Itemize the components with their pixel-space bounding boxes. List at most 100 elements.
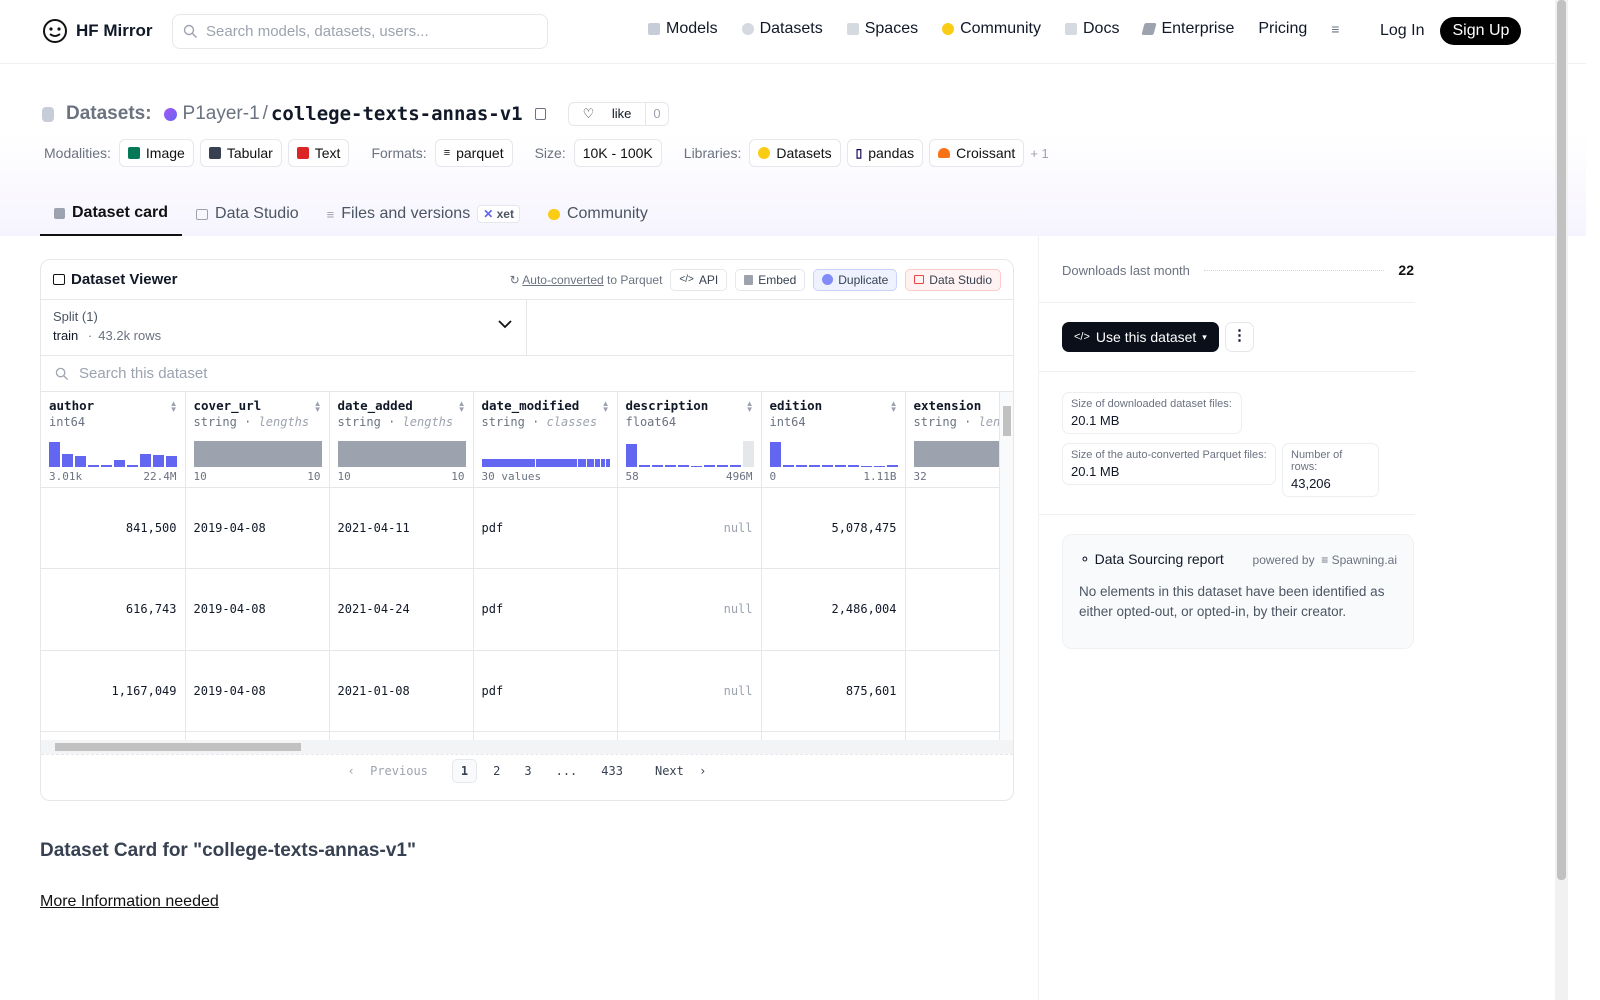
tag-text[interactable]: Text <box>287 139 350 167</box>
duplicate-button[interactable]: Duplicate <box>813 268 898 291</box>
previous-page-button[interactable]: ‹ Previous <box>340 760 444 782</box>
column-histogram[interactable] <box>769 441 898 467</box>
split-select[interactable]: Split (1) train · 43.2k rows <box>41 300 527 355</box>
histogram-bar[interactable] <box>337 440 466 467</box>
column-header-cover-url[interactable]: cover_url string · lengths ▲ ▼ 10 10 <box>185 392 330 488</box>
histogram-bar[interactable] <box>808 465 820 467</box>
histogram-bar[interactable] <box>75 456 86 467</box>
use-dataset-button[interactable]: </> Use this dataset ▾ <box>1062 322 1219 352</box>
histogram-bar[interactable] <box>677 465 689 467</box>
next-page-button[interactable]: Next › <box>639 760 714 782</box>
sort-icon[interactable]: ▲ ▼ <box>169 399 178 414</box>
table-cell[interactable]: 2019-04-08 <box>185 487 330 569</box>
class-bar[interactable] <box>586 458 594 467</box>
tag-lib-croissant[interactable]: Croissant <box>929 139 1025 167</box>
table-row[interactable]: 616,743 2019-04-08 2021-04-24 pdf null 2,486,… <box>41 568 1013 651</box>
histogram-bar[interactable] <box>166 456 177 467</box>
auto-converted-link[interactable]: Auto-converted <box>522 272 604 287</box>
histogram-bar[interactable] <box>193 440 322 467</box>
tab-data-studio[interactable]: Data Studio <box>182 192 313 236</box>
table-cell[interactable]: pdf <box>473 650 618 732</box>
histogram-bar[interactable] <box>847 465 859 467</box>
tab-dataset-card[interactable]: Dataset card <box>40 192 183 236</box>
histogram-bar[interactable] <box>651 465 663 467</box>
class-bar[interactable] <box>577 458 586 467</box>
histogram-bar[interactable] <box>703 465 715 467</box>
signup-button[interactable]: Sign Up <box>1440 17 1522 45</box>
table-cell[interactable]: 841,500 <box>41 487 186 569</box>
histogram-bar[interactable] <box>49 441 60 467</box>
histogram-bar[interactable] <box>834 465 846 467</box>
dataset-search-input[interactable] <box>79 365 479 382</box>
histogram-bar[interactable] <box>690 465 702 467</box>
table-cell[interactable]: pdf <box>473 568 618 651</box>
table-cell[interactable]: 2021-04-11 <box>329 487 474 569</box>
page-scrollbar[interactable] <box>1555 0 1568 1000</box>
column-header-edition[interactable]: edition int64 ▲ ▼ 0 1.11B <box>761 392 906 488</box>
table-row[interactable]: 1,167,049 2019-04-08 2021-01-08 pdf null 875,… <box>41 650 1013 732</box>
histogram-bar[interactable] <box>873 465 885 467</box>
histogram-bar[interactable] <box>625 444 637 467</box>
horizontal-scrollbar[interactable] <box>41 740 1013 754</box>
table-cell[interactable]: 2,486,004 <box>761 568 906 651</box>
table-cell[interactable]: 2021-04-24 <box>329 568 474 651</box>
global-search-input[interactable] <box>206 23 526 40</box>
embed-button[interactable]: Embed <box>735 268 806 291</box>
nav-docs[interactable]: Docs <box>1065 20 1119 38</box>
table-cell[interactable]: 875,601 <box>761 650 906 732</box>
column-header-author[interactable]: author int64 ▲ ▼ 3.01k 22.4M <box>41 392 186 488</box>
column-header-date-added[interactable]: date_added string · lengths ▲ ▼ 10 10 <box>329 392 474 488</box>
table-cell[interactable]: null <box>617 650 762 732</box>
nav-community[interactable]: Community <box>942 20 1041 38</box>
histogram-bar[interactable] <box>664 465 676 467</box>
table-cell[interactable]: null <box>617 487 762 569</box>
libraries-more[interactable]: + 1 <box>1030 145 1049 161</box>
column-header-date-modified[interactable]: date_modified string · classes ▲ ▼ 30 values <box>473 392 618 488</box>
histogram-bar[interactable] <box>62 453 73 467</box>
histogram-bar[interactable] <box>101 465 112 467</box>
page-scroll-thumb[interactable] <box>1557 0 1566 880</box>
tag-lib-datasets[interactable]: Datasets <box>749 139 841 167</box>
page-2[interactable]: 2 <box>493 764 501 778</box>
histogram-bar[interactable] <box>729 465 741 467</box>
global-search[interactable] <box>172 14 548 49</box>
column-histogram[interactable] <box>193 440 322 467</box>
tag-size[interactable]: 10K - 100K <box>573 139 662 167</box>
tag-tabular[interactable]: Tabular <box>199 139 282 167</box>
repo-owner[interactable]: P1ayer-1 <box>182 103 260 124</box>
histogram-bar[interactable] <box>716 465 728 467</box>
scroll-thumb[interactable] <box>55 743 301 751</box>
class-bar[interactable] <box>481 458 536 467</box>
class-bar[interactable] <box>594 458 601 467</box>
histogram-bar[interactable] <box>140 453 151 467</box>
class-bar[interactable] <box>601 458 606 467</box>
table-cell[interactable]: 2021-01-08 <box>329 650 474 732</box>
tag-parquet[interactable]: ≡ parquet <box>434 139 513 167</box>
histogram-bar[interactable] <box>638 465 650 467</box>
more-options-button[interactable]: ⋮ <box>1225 322 1254 352</box>
nav-pricing[interactable]: Pricing <box>1258 20 1307 38</box>
histogram-bar[interactable] <box>114 460 125 467</box>
column-histogram[interactable] <box>625 440 754 467</box>
histogram-bar[interactable] <box>821 465 833 467</box>
histogram-bar[interactable] <box>782 465 794 467</box>
tab-files[interactable]: ≡ Files and versions ✕ xet <box>313 192 534 236</box>
column-header-description[interactable]: description float64 ▲ ▼ 58 496M <box>617 392 762 488</box>
nav-models[interactable]: Models <box>648 20 718 38</box>
column-histogram[interactable] <box>913 440 1013 467</box>
page-1[interactable]: 1 <box>451 759 478 783</box>
class-bar[interactable] <box>606 458 610 467</box>
page-3[interactable]: 3 <box>524 764 532 778</box>
sort-icon[interactable]: ▲ ▼ <box>889 399 898 414</box>
histogram-bar[interactable] <box>153 454 164 467</box>
login-link[interactable]: Log In <box>1380 22 1425 39</box>
table-cell[interactable] <box>905 568 1013 651</box>
histogram-bar[interactable] <box>742 440 754 467</box>
histogram-bar[interactable] <box>886 465 898 467</box>
tag-image[interactable]: Image <box>118 139 194 167</box>
sort-icon[interactable]: ▲ ▼ <box>601 399 610 414</box>
tag-lib-pandas[interactable]: ▯ pandas <box>846 139 924 167</box>
sort-icon[interactable]: ▲ ▼ <box>745 399 754 414</box>
logo[interactable]: HF Mirror <box>42 18 153 44</box>
